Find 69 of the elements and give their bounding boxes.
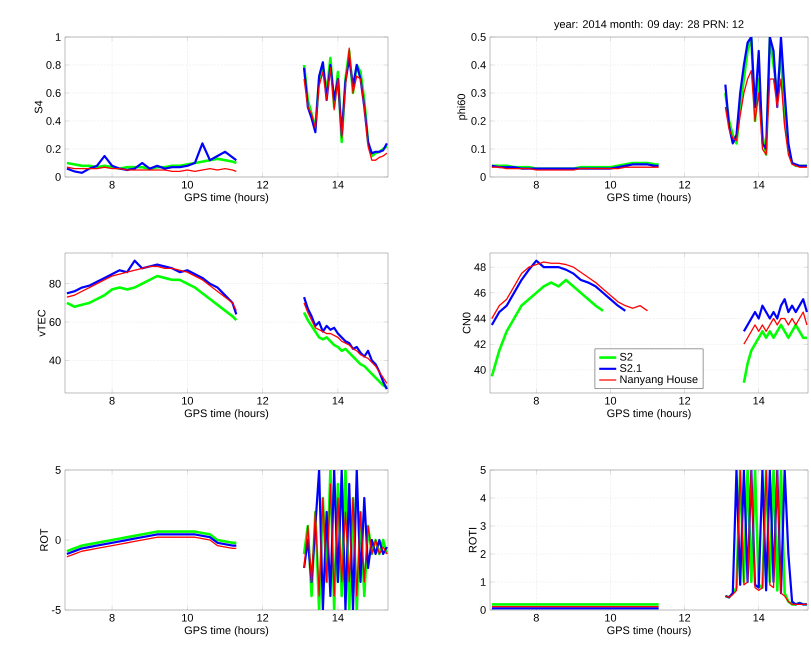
y-tick-label: 1 (480, 578, 486, 586)
x-tick-label: 10 (182, 180, 194, 189)
y-tick-label: 44 (474, 314, 486, 322)
y-tick-label: 42 (474, 340, 486, 348)
x-tick-label: 14 (753, 180, 764, 188)
x-tick-label: 14 (332, 396, 344, 404)
x-axis-title: GPS time (hours) (607, 626, 691, 636)
y-tick-label: 2 (480, 550, 486, 558)
y-tick-label: 80 (49, 280, 61, 288)
y-tick-label: 40 (474, 366, 486, 374)
x-axis-title: GPS time (hours) (184, 409, 268, 420)
y-tick-label: 0.6 (46, 89, 61, 97)
x-tick-label: 8 (534, 396, 539, 405)
y-tick-label: 0 (480, 606, 486, 614)
y-axis-title: vTEC (38, 310, 46, 337)
y-tick-label: -5 (52, 606, 61, 614)
y-tick-label: 0.3 (471, 89, 486, 97)
y-tick-label: 1 (56, 33, 61, 41)
y-tick-label: 0 (480, 173, 486, 181)
x-tick-label: 8 (109, 614, 115, 622)
legend-label: Nanyang House (620, 375, 698, 386)
y-axis-title: ROT (40, 528, 48, 551)
x-tick-label: 10 (182, 614, 194, 622)
x-tick-label: 12 (257, 614, 268, 622)
x-axis-title: GPS time (hours) (184, 193, 268, 204)
x-axis-title: GPS time (hours) (607, 193, 691, 204)
y-axis-title: CN0 (462, 312, 470, 334)
y-tick-label: 5 (480, 466, 486, 474)
chart-title: year: 2014 month: 09 day: 28 PRN: 12 (554, 20, 744, 30)
y-tick-label: 0.2 (46, 145, 61, 153)
x-tick-label: 10 (605, 396, 616, 405)
x-tick-label: 14 (753, 396, 764, 404)
x-tick-label: 12 (679, 396, 690, 404)
y-tick-label: 48 (474, 263, 486, 272)
x-tick-label: 8 (109, 180, 115, 189)
y-axis-title: ROTI (468, 528, 477, 552)
legend-label: S2.1 (620, 364, 642, 372)
y-axis-title: phi60 (457, 94, 468, 120)
y-tick-label: 0 (55, 173, 61, 181)
y-axis-title: S4 (34, 100, 42, 114)
x-tick-label: 8 (534, 614, 539, 622)
y-tick-label: 4 (480, 494, 486, 502)
x-tick-label: 14 (753, 614, 764, 622)
x-tick-label: 10 (182, 396, 194, 405)
x-tick-label: 12 (679, 614, 690, 622)
x-tick-label: 8 (109, 396, 115, 405)
y-tick-label: 40 (49, 356, 61, 364)
x-axis-title: GPS time (hours) (607, 409, 691, 420)
x-tick-label: 12 (257, 180, 268, 188)
x-tick-label: 14 (332, 180, 344, 188)
y-tick-label: 60 (50, 318, 61, 326)
y-tick-label: 0.4 (471, 61, 486, 69)
y-tick-label: 0.1 (471, 145, 486, 153)
y-tick-label: 0.4 (46, 117, 61, 125)
y-tick-label: 0.2 (471, 117, 486, 125)
legend-label: S2 (620, 352, 632, 361)
y-tick-label: 46 (474, 288, 486, 297)
x-axis-title: GPS time (hours) (184, 626, 268, 636)
x-tick-label: 12 (257, 396, 268, 404)
y-tick-label: 0 (55, 536, 61, 544)
x-tick-label: 10 (605, 614, 616, 622)
y-tick-label: 0.8 (46, 61, 61, 69)
x-tick-label: 10 (605, 180, 616, 189)
x-tick-label: 12 (679, 180, 690, 188)
x-tick-label: 8 (534, 180, 539, 189)
x-tick-label: 14 (332, 614, 344, 622)
y-tick-label: 0.5 (471, 33, 486, 41)
y-tick-label: 5 (55, 466, 61, 474)
y-tick-label: 3 (480, 522, 486, 530)
